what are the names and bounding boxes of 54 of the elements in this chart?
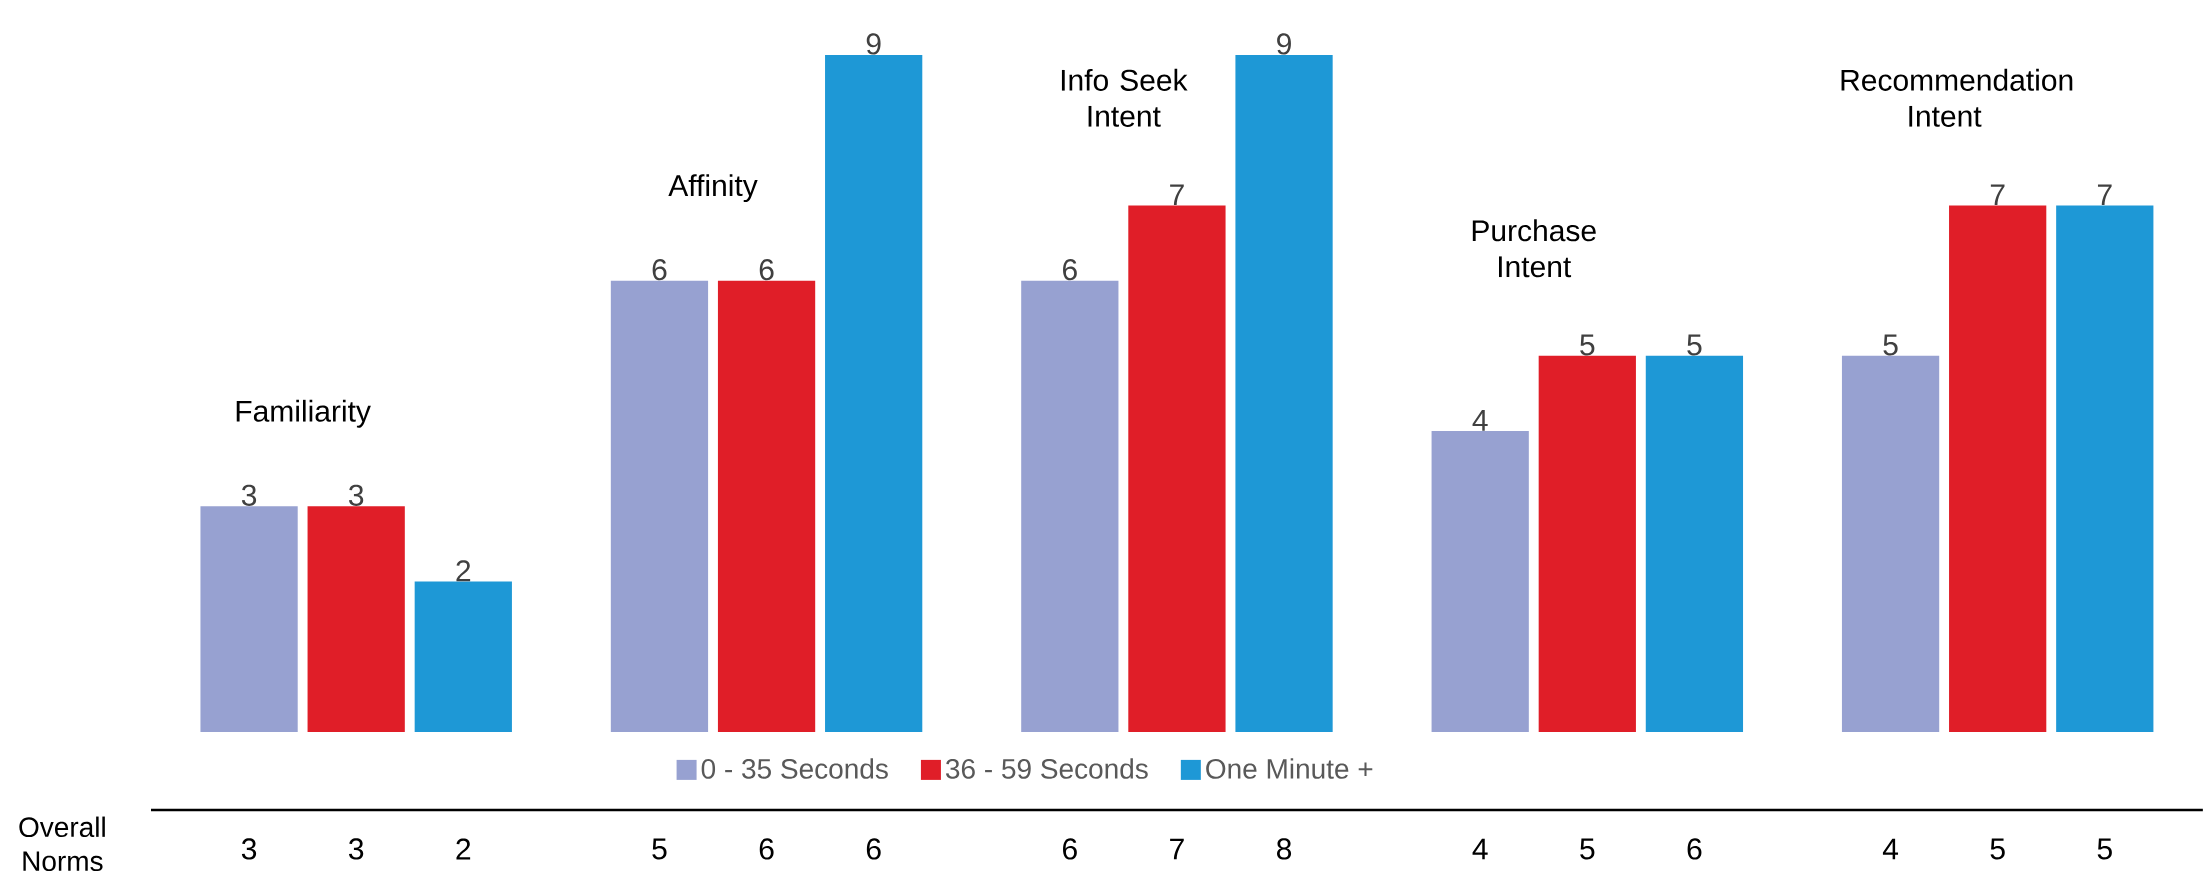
- bar: [610, 280, 709, 732]
- bar: [1431, 431, 1529, 732]
- data-label: 5: [1687, 334, 1702, 356]
- bar: [1645, 355, 1744, 732]
- data-label: 4: [1472, 838, 1488, 860]
- text: 4: [1882, 838, 1899, 860]
- bar: [1841, 355, 1940, 732]
- text: 5: [2097, 838, 2112, 860]
- data-label: 3: [241, 838, 257, 860]
- data-label: 5: [1990, 838, 2005, 860]
- legend-label: 36 - 59 Seconds: [945, 758, 1148, 779]
- text: 5: [652, 838, 667, 860]
- data-label: 6: [759, 259, 774, 281]
- text: 7: [1170, 838, 1184, 860]
- text: 2: [456, 838, 471, 860]
- bar: [1235, 54, 1333, 732]
- legend-label: 0 - 35 Seconds: [701, 758, 888, 779]
- bar: [825, 54, 923, 732]
- bar: [307, 506, 405, 732]
- data-label: 5: [1580, 334, 1595, 356]
- data-label: 2: [456, 560, 471, 582]
- bar: [1021, 280, 1119, 732]
- text: 6: [1687, 838, 1702, 860]
- annotation: 5: [1883, 334, 1898, 356]
- data-label: 7: [1990, 184, 2005, 206]
- data-label: 7: [1170, 184, 1184, 206]
- annotation: 3: [241, 484, 257, 506]
- bar: [1128, 205, 1226, 732]
- data-label: 9: [1277, 33, 1291, 55]
- text: 8: [1277, 838, 1292, 860]
- annotation: 4: [1472, 410, 1488, 431]
- x-tick-label: Familiarity: [236, 399, 371, 428]
- data-label: 7: [2097, 184, 2112, 206]
- bar: [1538, 355, 1636, 732]
- data-label: 6: [1063, 838, 1077, 860]
- x-tick-label: Purchase Intent: [1472, 219, 1596, 278]
- text: 5: [1580, 838, 1595, 860]
- annotation: 6: [652, 259, 667, 281]
- annotation: 6: [1063, 259, 1077, 281]
- x-tick-label: Info Seek Intent: [1061, 68, 1188, 127]
- text: 6: [866, 838, 881, 860]
- bar: [2056, 205, 2154, 732]
- bar: [200, 506, 298, 732]
- data-label: 9: [866, 33, 881, 55]
- text: Overall Norms: [19, 816, 105, 872]
- bar: [717, 280, 816, 732]
- data-label: 3: [348, 484, 364, 506]
- x-tick-label: Recommendation Intent: [1841, 68, 2073, 127]
- legend-label: One Minute +: [1206, 758, 1373, 779]
- x-tick-label: Affinity: [668, 174, 758, 203]
- bar: [414, 581, 512, 732]
- data-label: 6: [759, 838, 774, 860]
- text: 3: [348, 838, 364, 860]
- bar: [1949, 205, 2047, 732]
